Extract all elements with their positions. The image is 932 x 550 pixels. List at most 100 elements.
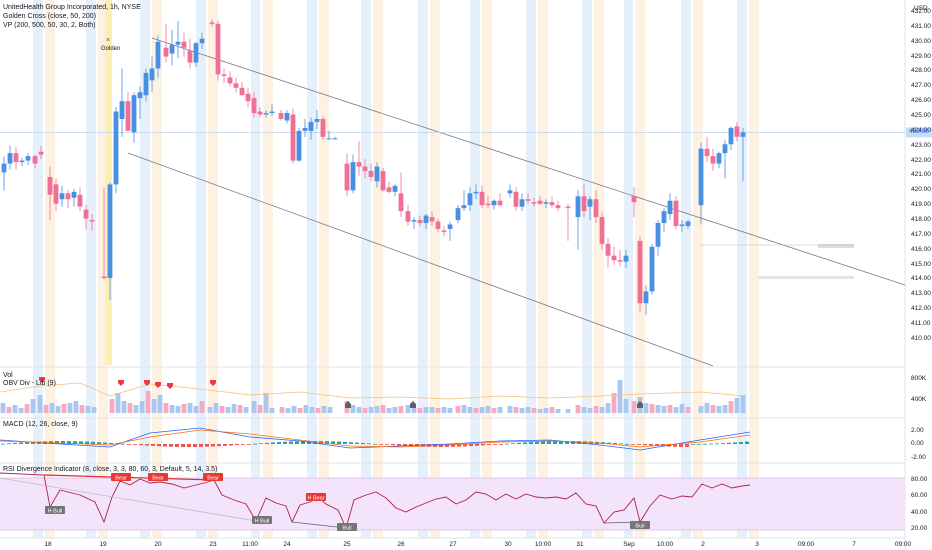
volume-bar (617, 380, 623, 413)
candle (119, 68, 125, 137)
macd-histogram-bar (301, 441, 305, 444)
candle-body (326, 138, 332, 140)
candle (308, 117, 314, 140)
candle-body (89, 220, 95, 222)
rsi-line (0, 472, 751, 530)
time-tick-label: 24 (283, 541, 291, 548)
volume-bar (139, 401, 145, 413)
candle (461, 190, 467, 212)
time-tick-label: 3 (755, 541, 759, 548)
volume-bar (133, 405, 139, 413)
candle-body (587, 199, 593, 207)
rsi-divergence-label[interactable]: RSI Divergence Indicator (8, close, 3, 3… (3, 466, 218, 473)
volume-bar (231, 404, 237, 413)
candle (350, 154, 356, 194)
macd-tick-label: 2.00 (911, 427, 924, 434)
macd-histogram-bar (127, 444, 131, 445)
candle-body (47, 176, 53, 195)
time-tick-label: 11:00 (242, 541, 258, 548)
volume-bar (655, 405, 661, 413)
candle-body (392, 185, 398, 192)
candle-body (519, 199, 525, 207)
obv-divergence-label[interactable]: OBV Div - Lib (9) (3, 380, 56, 387)
obv-bear-flag (39, 377, 45, 383)
volume-bar (303, 405, 309, 413)
macd-histogram-bar (379, 444, 383, 445)
candle-body (549, 202, 555, 206)
macd-histogram-bar (205, 444, 209, 447)
candle (1, 156, 7, 191)
candle-body (704, 148, 710, 157)
candle-body (263, 113, 269, 115)
volume-bar (722, 405, 728, 413)
candle (320, 116, 326, 140)
candle-body (107, 184, 113, 278)
candle-body (350, 162, 356, 191)
candle-body (398, 193, 404, 212)
candle (643, 285, 649, 316)
macd-histogram-bar (691, 443, 695, 445)
volume-bar (127, 403, 133, 413)
macd-histogram-bar (7, 443, 11, 445)
volume-bar (12, 405, 18, 413)
time-tick-label: 30 (504, 541, 512, 548)
candle-body (631, 196, 637, 203)
candle-body (38, 151, 44, 155)
macd-histogram-bar (505, 443, 509, 445)
session-band-orange (430, 0, 440, 538)
macd-histogram-bar (13, 442, 17, 444)
candle-body (479, 191, 485, 206)
candle (581, 184, 587, 218)
candle (362, 159, 368, 179)
candle-body (1, 163, 7, 173)
time-tick-label: 27 (449, 541, 457, 548)
rsi-tick-label: 20.00 (911, 525, 928, 532)
obv-bear-flag (167, 383, 173, 389)
time-tick-label: 25 (343, 541, 351, 548)
candle (411, 217, 417, 229)
macd-histogram-bar (1, 443, 5, 445)
candle (575, 190, 581, 250)
candle (447, 221, 453, 241)
candle (740, 127, 746, 182)
candle (455, 205, 461, 224)
candle (113, 107, 119, 194)
volume-bar (315, 408, 321, 413)
golden-cross-indicator-label[interactable]: Golden Cross (close, 50, 200) (3, 13, 96, 20)
candle (405, 205, 411, 226)
candle (543, 199, 549, 209)
macd-histogram-bar (25, 442, 29, 444)
candle-body (308, 121, 314, 131)
macd-label[interactable]: MACD (12, 26, close, 9) (3, 421, 78, 428)
volume-bar (537, 409, 543, 413)
volume-bar (497, 407, 503, 413)
golden-cross-x-marker: × (106, 37, 110, 44)
candle-body (722, 144, 728, 154)
candle (7, 145, 13, 170)
volume-profile-indicator-label[interactable]: VP (200, 500, 50, 30, 2, Both) (3, 22, 96, 29)
volume-bar (519, 408, 525, 413)
session-band-orange (98, 0, 108, 538)
volume-bar (6, 407, 12, 413)
obv-bear-flag (210, 380, 216, 386)
candle-body (175, 41, 181, 45)
volume-bar (157, 395, 163, 413)
candle-body (199, 38, 205, 44)
session-band-blue (681, 0, 691, 538)
candle (497, 193, 503, 207)
macd-histogram-bar (697, 443, 701, 445)
volume-bar (109, 399, 115, 413)
candle (83, 205, 89, 229)
macd-histogram-bar (253, 443, 257, 445)
candle (667, 193, 673, 221)
candle (125, 92, 131, 131)
candle (441, 225, 447, 237)
candle-body (101, 276, 107, 278)
candle (290, 108, 296, 164)
volume-label[interactable]: Vol (3, 372, 13, 379)
candle (155, 35, 161, 78)
candle (32, 154, 38, 169)
candle-body (278, 113, 284, 119)
rsi-tag-label: Bear (115, 476, 127, 482)
